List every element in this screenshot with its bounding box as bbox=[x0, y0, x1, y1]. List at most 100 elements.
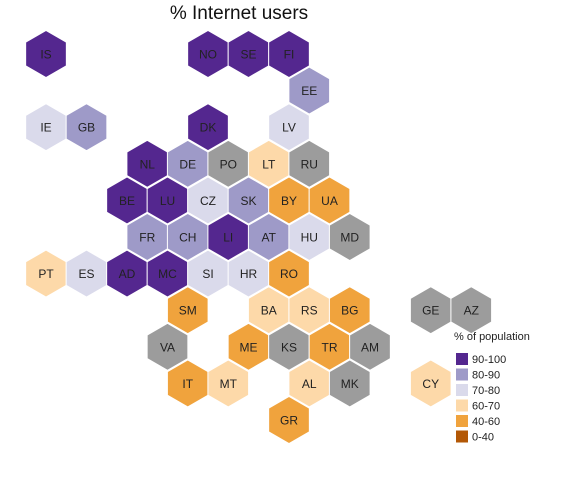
legend-title: % of population bbox=[454, 331, 530, 343]
country-hex-mt: MT bbox=[207, 359, 250, 408]
country-hex-ie: IE bbox=[25, 103, 67, 152]
country-code-label: HR bbox=[240, 267, 258, 281]
country-code-label: MC bbox=[158, 267, 177, 281]
country-hex-shape bbox=[349, 322, 391, 371]
country-hex-bg: BG bbox=[328, 286, 371, 335]
country-code-label: MK bbox=[341, 377, 359, 391]
country-hex-ge: GE bbox=[409, 286, 452, 335]
country-code-label: GB bbox=[78, 121, 95, 135]
legend-label: 60-70 bbox=[472, 401, 500, 413]
legend-swatch bbox=[456, 384, 468, 396]
country-hex-shape bbox=[288, 66, 331, 115]
country-code-label: UA bbox=[321, 194, 338, 208]
country-code-label: CH bbox=[179, 231, 196, 245]
country-hex-shape bbox=[288, 139, 331, 188]
country-hex-shape bbox=[187, 103, 229, 152]
country-code-label: PO bbox=[220, 157, 237, 171]
country-code-label: TR bbox=[322, 340, 338, 354]
country-code-label: ES bbox=[78, 267, 94, 281]
country-hex-de: DE bbox=[166, 139, 209, 188]
country-hex-lt: LT bbox=[247, 139, 290, 188]
country-code-label: SM bbox=[179, 304, 197, 318]
country-hex-cz: CZ bbox=[187, 176, 229, 225]
legend-label: 80-90 bbox=[472, 370, 500, 382]
country-hex-shape bbox=[166, 286, 209, 335]
legend: % of population 90-100 80-90 70-80 60-70 40-6… bbox=[454, 331, 530, 444]
legend-label: 40-60 bbox=[472, 416, 500, 428]
country-hex-shape bbox=[25, 29, 67, 79]
country-code-label: LV bbox=[282, 121, 296, 135]
country-hex-shape bbox=[146, 322, 189, 371]
country-code-label: GE bbox=[422, 304, 439, 318]
country-hex-nl: NL bbox=[126, 139, 169, 188]
country-hex-gr: GR bbox=[268, 395, 310, 445]
country-code-label: KS bbox=[281, 340, 297, 354]
country-code-label: IS bbox=[40, 48, 51, 62]
country-hex-pt: PT bbox=[25, 249, 67, 298]
country-code-label: RU bbox=[301, 157, 318, 171]
country-hex-ba: BA bbox=[247, 286, 290, 335]
country-hex-dk: DK bbox=[187, 103, 229, 152]
country-hex-shape bbox=[328, 359, 371, 408]
country-code-label: FR bbox=[139, 231, 155, 245]
country-hex-shape bbox=[207, 359, 250, 408]
country-code-label: BG bbox=[341, 304, 358, 318]
country-hex-lv: LV bbox=[268, 103, 310, 152]
country-code-label: MT bbox=[220, 377, 238, 391]
country-code-label: ME bbox=[240, 340, 258, 354]
country-hex-be: BE bbox=[106, 176, 148, 225]
country-hex-sm: SM bbox=[166, 286, 209, 335]
country-code-label: AM bbox=[361, 340, 379, 354]
country-code-label: SE bbox=[240, 48, 256, 62]
country-hex-va: VA bbox=[146, 322, 189, 371]
country-code-label: AD bbox=[119, 267, 136, 281]
country-hex-shape bbox=[268, 395, 310, 445]
country-hex-ee: EE bbox=[288, 66, 331, 115]
country-code-label: IT bbox=[182, 377, 193, 391]
country-code-label: BE bbox=[119, 194, 135, 208]
country-code-label: CY bbox=[422, 377, 439, 391]
legend-swatch bbox=[456, 430, 468, 443]
country-code-label: CZ bbox=[200, 194, 216, 208]
country-code-label: AZ bbox=[464, 304, 479, 318]
country-code-label: RS bbox=[301, 304, 318, 318]
country-hex-lu: LU bbox=[146, 176, 189, 225]
country-hex-shape bbox=[268, 29, 310, 79]
legend-swatch bbox=[456, 353, 468, 365]
legend-label: 0-40 bbox=[472, 432, 494, 444]
country-code-label: NO bbox=[199, 48, 217, 62]
country-hex-ua: UA bbox=[308, 176, 351, 225]
country-code-label: LU bbox=[160, 194, 175, 208]
country-hex-shape bbox=[268, 249, 310, 298]
country-hex-shape bbox=[308, 176, 351, 225]
country-hex-cy: CY bbox=[409, 359, 452, 408]
country-hex-shape bbox=[450, 286, 493, 335]
country-hex-fr: FR bbox=[126, 212, 169, 262]
country-code-label: MD bbox=[340, 231, 359, 245]
country-code-label: EE bbox=[301, 84, 317, 98]
country-hex-se: SE bbox=[227, 29, 270, 79]
country-hex-sk: SK bbox=[227, 176, 270, 225]
country-hex-shape bbox=[268, 103, 310, 152]
country-code-label: NL bbox=[140, 157, 156, 171]
country-hex-mc: MC bbox=[146, 249, 189, 298]
country-hex-shape bbox=[65, 103, 108, 152]
country-code-label: AL bbox=[302, 377, 317, 391]
country-hex-shape bbox=[328, 212, 371, 262]
country-code-label: PT bbox=[38, 267, 54, 281]
country-hex-tr: TR bbox=[308, 322, 351, 371]
legend-swatch bbox=[456, 399, 468, 412]
legend-swatch bbox=[456, 368, 468, 381]
country-hex-hr: HR bbox=[227, 249, 270, 298]
country-code-label: BY bbox=[281, 194, 297, 208]
country-hex-ks: KS bbox=[268, 322, 310, 371]
country-code-label: GR bbox=[280, 414, 298, 428]
country-code-label: IE bbox=[40, 121, 51, 135]
country-code-label: AT bbox=[262, 231, 277, 245]
country-code-label: DK bbox=[200, 121, 217, 135]
country-code-label: RO bbox=[280, 267, 298, 281]
country-code-label: HU bbox=[301, 231, 318, 245]
country-hex-is: IS bbox=[25, 29, 67, 79]
country-hex-es: ES bbox=[65, 249, 108, 298]
